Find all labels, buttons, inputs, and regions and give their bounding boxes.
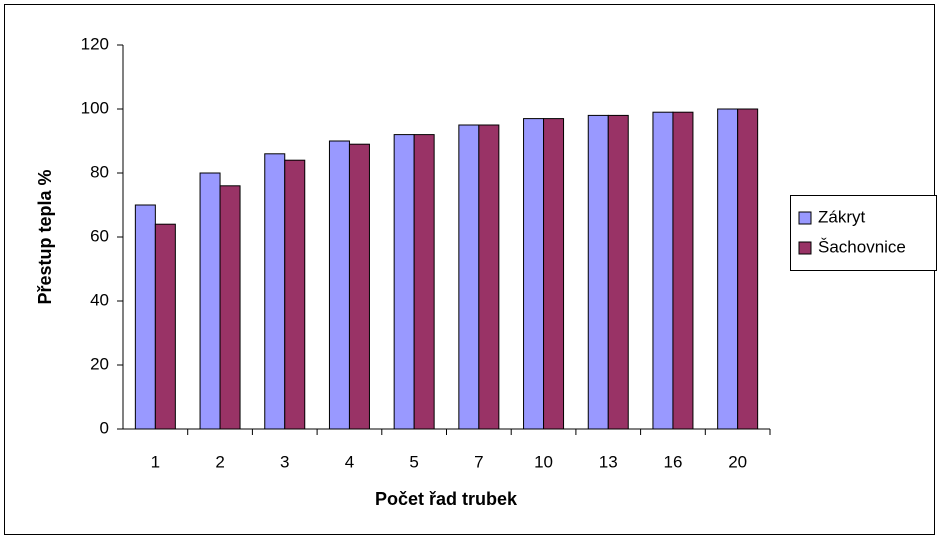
y-tick-label: 0 (100, 418, 109, 437)
bar (478, 124, 500, 430)
x-tick-label: 16 (663, 452, 682, 471)
x-tick-label: 1 (151, 452, 160, 471)
x-tick-label: 7 (474, 452, 483, 471)
bar (348, 143, 370, 430)
bar (199, 172, 221, 430)
x-tick-label: 3 (280, 452, 289, 471)
bar (413, 134, 435, 430)
x-axis-title: Počet řad trubek (375, 489, 518, 509)
y-tick-label: 120 (81, 34, 109, 53)
legend-swatch (798, 211, 812, 225)
bar (284, 159, 306, 430)
legend-box (790, 195, 937, 271)
x-tick-label: 13 (599, 452, 618, 471)
bar (134, 204, 156, 430)
bar (587, 114, 609, 430)
bar (393, 134, 415, 430)
bar (652, 111, 674, 430)
legend-label: Zákryt (818, 207, 866, 226)
y-tick-label: 40 (90, 290, 109, 309)
x-tick-label: 4 (345, 452, 354, 471)
legend-label: Šachovnice (818, 237, 906, 256)
y-tick-label: 80 (90, 162, 109, 181)
bar (543, 118, 565, 430)
x-tick-label: 10 (534, 452, 553, 471)
y-tick-label: 60 (90, 226, 109, 245)
bar (717, 108, 739, 430)
bar (523, 118, 545, 430)
bar (458, 124, 480, 430)
bar (672, 111, 694, 430)
bar (219, 185, 241, 430)
x-tick-label: 2 (215, 452, 224, 471)
bar (607, 114, 629, 430)
y-tick-label: 100 (81, 98, 109, 117)
x-tick-label: 5 (409, 452, 418, 471)
bar (328, 140, 350, 430)
legend-swatch (798, 241, 812, 255)
bar (154, 223, 176, 430)
bar (264, 153, 286, 430)
y-tick-label: 20 (90, 354, 109, 373)
x-tick-label: 20 (728, 452, 747, 471)
y-axis-title: Přestup tepla % (35, 169, 55, 304)
bar (737, 108, 759, 430)
